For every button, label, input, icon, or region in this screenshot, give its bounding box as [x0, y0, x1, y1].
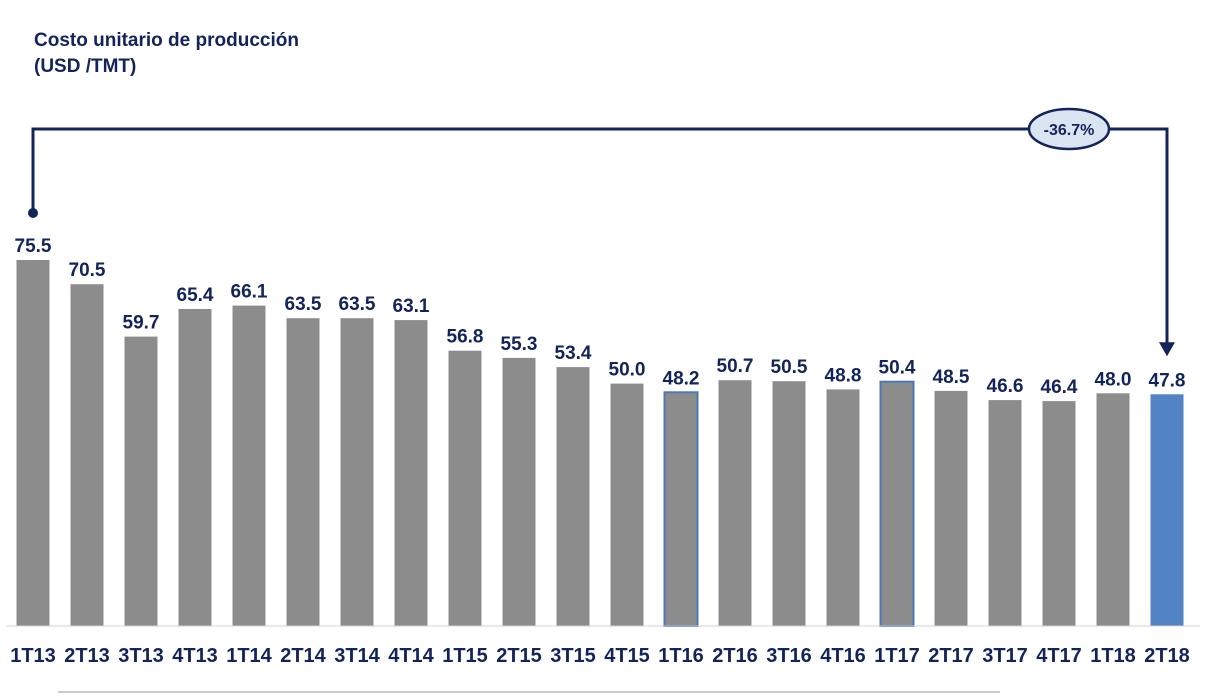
bar-2T16	[718, 380, 752, 626]
bar-4T17	[1042, 401, 1076, 626]
bar-2T17	[934, 390, 968, 626]
x-tick-4T14: 4T14	[388, 645, 434, 667]
x-tick-2T18: 2T18	[1144, 645, 1190, 667]
bar-4T15	[610, 383, 644, 626]
connector-arrowhead	[1159, 342, 1175, 357]
value-label-2T18: 47.8	[1149, 370, 1186, 391]
change-connector: -36.7%	[28, 107, 1175, 357]
bar-3T13	[124, 336, 158, 626]
bars-group	[16, 260, 1184, 628]
bar-1T15	[448, 350, 482, 626]
value-label-1T18: 48.0	[1095, 369, 1132, 390]
x-tick-3T15: 3T15	[550, 645, 596, 667]
value-label-1T13: 75.5	[15, 236, 52, 257]
connector-line	[31, 127, 1169, 345]
chart-title-block: Costo unitario de producción (USD /TMT)	[34, 28, 299, 80]
connector-start-dot	[28, 208, 38, 218]
x-tick-2T13: 2T13	[64, 645, 110, 667]
x-tick-1T13: 1T13	[10, 645, 56, 667]
value-label-2T16: 50.7	[717, 356, 754, 377]
value-label-2T14: 63.5	[285, 294, 322, 315]
value-label-2T17: 48.5	[933, 367, 970, 388]
bar-3T16	[772, 381, 806, 626]
x-tick-2T14: 2T14	[280, 645, 326, 667]
x-tick-1T15: 1T15	[442, 645, 488, 667]
x-tick-4T15: 4T15	[604, 645, 650, 667]
bar-2T15	[502, 357, 536, 626]
bar-3T17	[988, 400, 1022, 626]
change-badge	[1027, 107, 1111, 151]
x-tick-labels-group: 1T13 2T13 3T13 4T13 1T14 2T14 3T14 4T14 1T15 2T15…	[10, 645, 1190, 667]
chart-subtitle: (USD /TMT)	[34, 56, 137, 77]
x-tick-1T17: 1T17	[874, 645, 920, 667]
value-label-3T16: 50.5	[771, 357, 808, 378]
value-label-2T13: 70.5	[69, 260, 106, 281]
value-labels-group: 75.5 70.5 59.7 65.4 66.1 63.5 63.5 63.1 56.8 55.3…	[15, 236, 1186, 398]
value-label-1T16: 48.2	[663, 368, 700, 389]
bar-3T15	[556, 367, 590, 626]
x-tick-4T16: 4T16	[820, 645, 866, 667]
bar-2T14	[286, 318, 320, 626]
bar-1T17	[879, 380, 915, 628]
value-label-3T17: 46.6	[987, 376, 1024, 397]
value-label-1T14: 66.1	[231, 282, 268, 303]
x-tick-1T18: 1T18	[1090, 645, 1136, 667]
change-badge-label: -36.7%	[1044, 122, 1095, 139]
x-tick-4T17: 4T17	[1036, 645, 1082, 667]
bar-4T16	[826, 389, 860, 626]
x-tick-3T14: 3T14	[334, 645, 380, 667]
x-tick-1T14: 1T14	[226, 645, 272, 667]
bar-1T16	[663, 391, 699, 627]
x-tick-3T13: 3T13	[118, 645, 164, 667]
bar-1T18	[1096, 393, 1130, 626]
bar-4T13	[178, 309, 212, 626]
value-label-4T15: 50.0	[609, 360, 646, 381]
value-label-3T15: 53.4	[555, 343, 592, 364]
value-label-2T15: 55.3	[501, 334, 538, 355]
value-label-4T13: 65.4	[177, 285, 214, 306]
value-label-4T16: 48.8	[825, 365, 862, 386]
x-tick-1T16: 1T16	[658, 645, 704, 667]
value-label-3T13: 59.7	[123, 313, 160, 334]
x-tick-3T16: 3T16	[766, 645, 812, 667]
chart-title: Costo unitario de producción	[34, 30, 299, 51]
x-tick-2T17: 2T17	[928, 645, 974, 667]
bar-2T18	[1150, 394, 1184, 626]
x-tick-2T15: 2T15	[496, 645, 542, 667]
bar-1T14	[232, 305, 266, 626]
bar-2T13	[70, 284, 104, 626]
x-tick-3T17: 3T17	[982, 645, 1028, 667]
bar-4T14	[394, 320, 428, 626]
value-label-4T14: 63.1	[393, 296, 430, 317]
bar-1T13	[16, 260, 50, 626]
x-tick-4T13: 4T13	[172, 645, 218, 667]
value-label-1T15: 56.8	[447, 327, 484, 348]
x-tick-2T16: 2T16	[712, 645, 758, 667]
value-label-3T14: 63.5	[339, 294, 376, 315]
bar-3T14	[340, 318, 374, 626]
value-label-1T17: 50.4	[879, 358, 916, 379]
value-label-4T17: 46.4	[1041, 377, 1078, 398]
